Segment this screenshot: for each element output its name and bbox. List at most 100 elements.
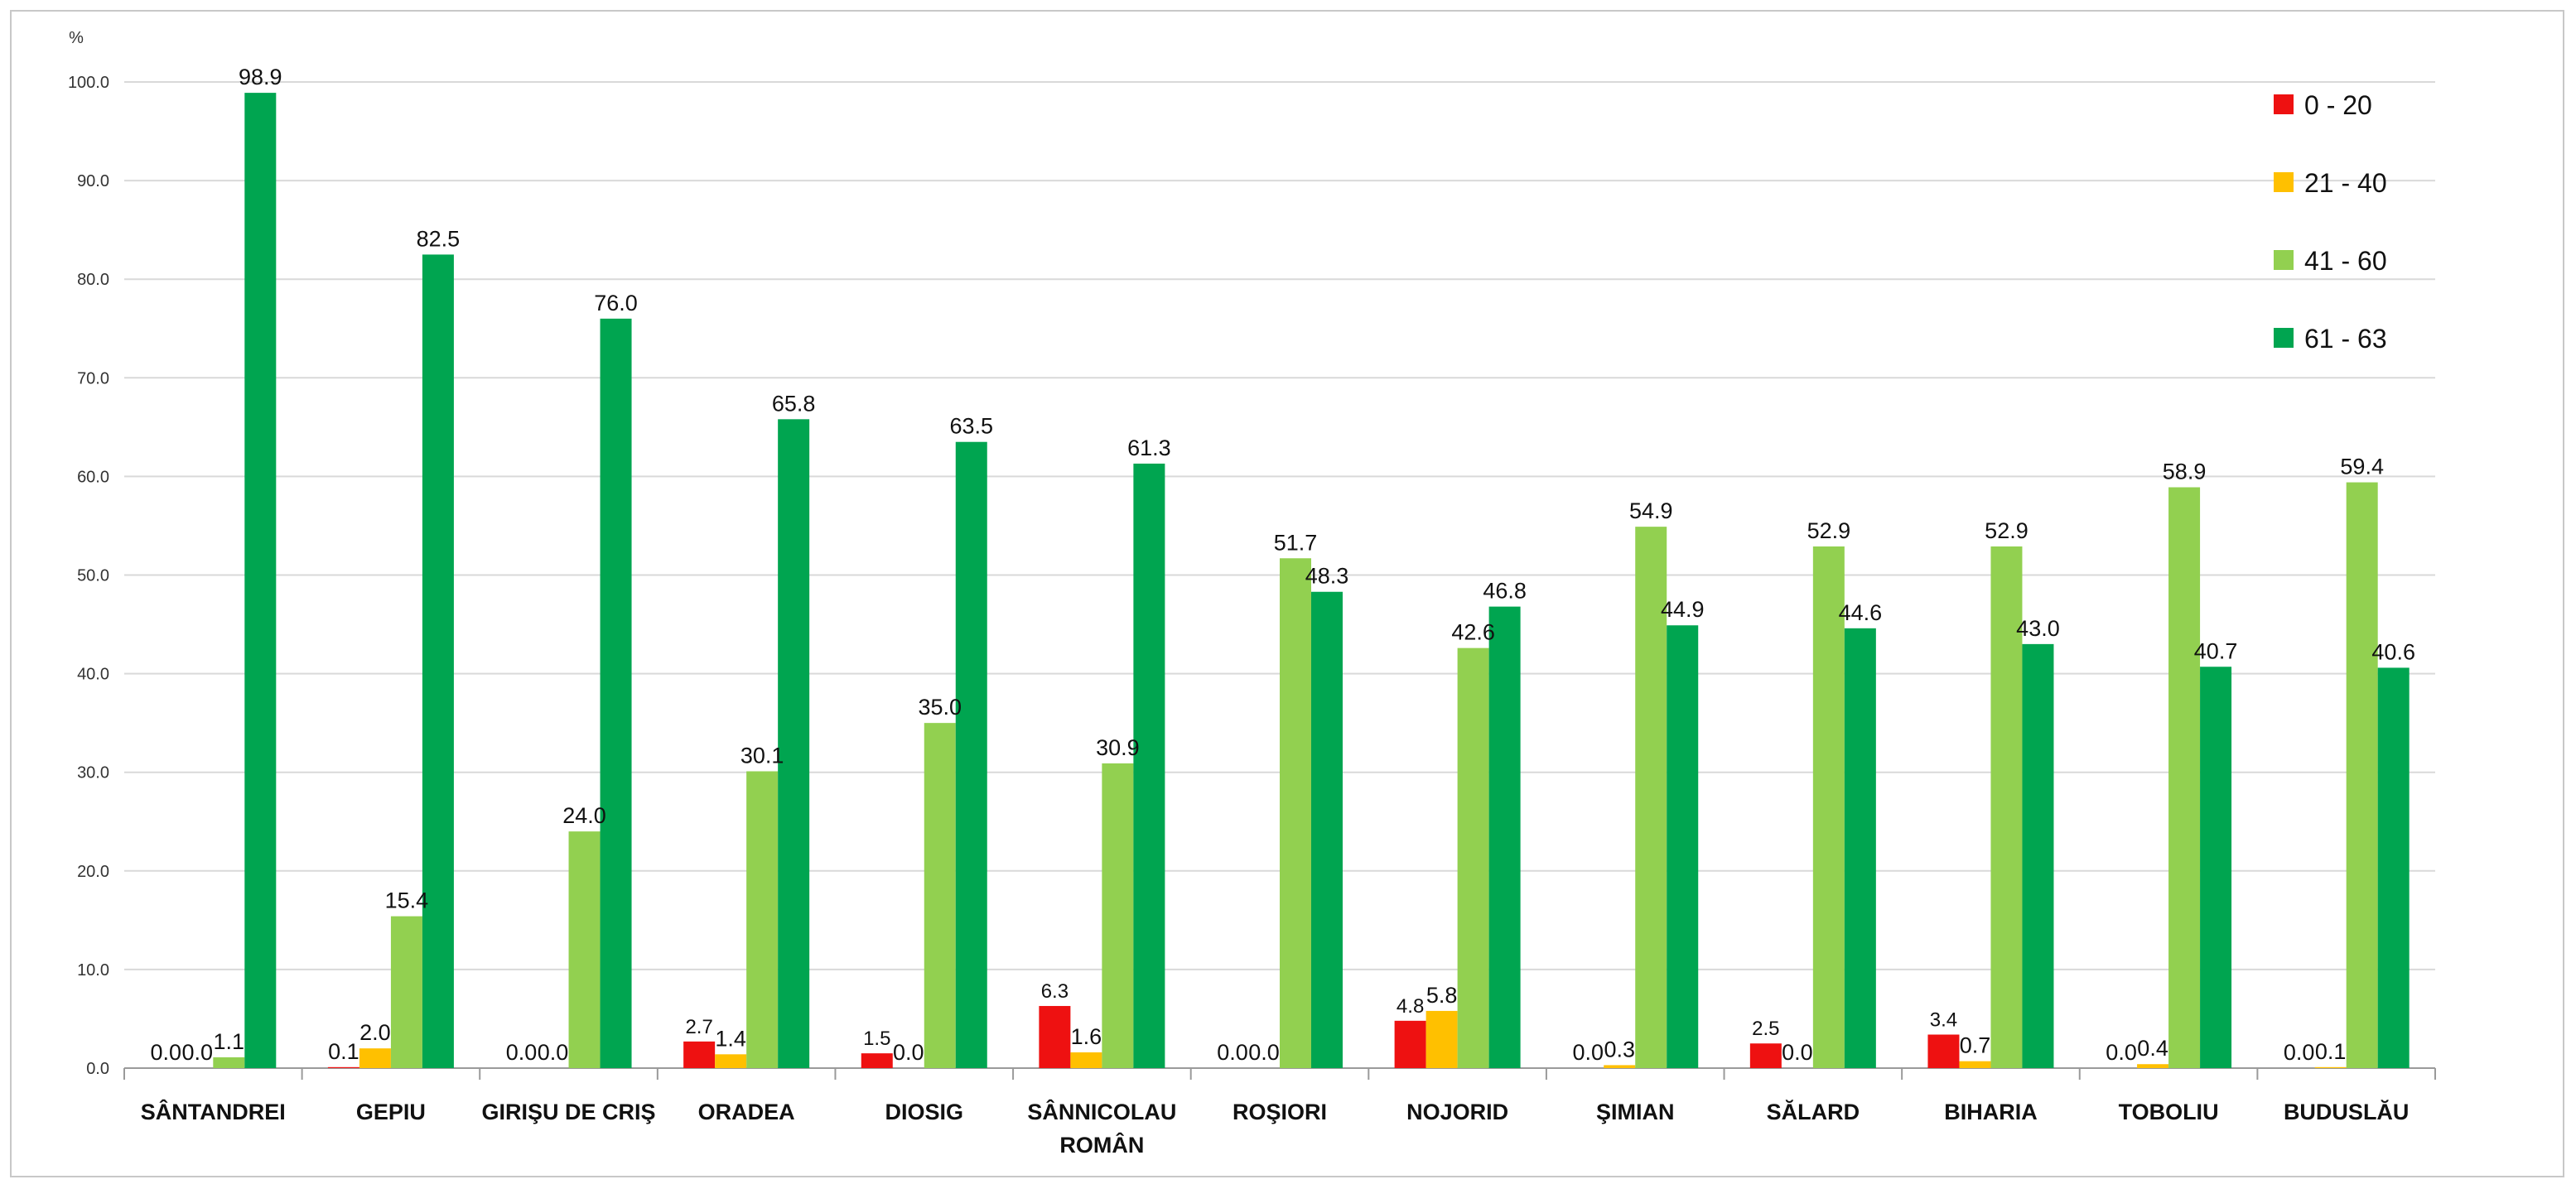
bar bbox=[1959, 1061, 1991, 1068]
bar bbox=[1311, 591, 1343, 1068]
data-label: 3.4 bbox=[1930, 1009, 1957, 1032]
data-label: 44.6 bbox=[1839, 600, 1883, 625]
data-label: 2.7 bbox=[685, 1016, 712, 1038]
data-label: 5.8 bbox=[1426, 983, 1458, 1008]
data-label: 0.0 bbox=[151, 1040, 182, 1065]
bar bbox=[2137, 1064, 2169, 1068]
data-label: 42.6 bbox=[1451, 620, 1495, 645]
y-tick-label: 90.0 bbox=[77, 172, 109, 190]
data-label: 0.7 bbox=[1960, 1033, 1991, 1058]
legend-swatch bbox=[2274, 250, 2294, 270]
category-label: TOBOLIU bbox=[2119, 1100, 2219, 1124]
legend-label: 0 - 20 bbox=[2304, 90, 2372, 120]
category-label: GEPIU bbox=[356, 1100, 426, 1124]
data-label: 46.8 bbox=[1483, 579, 1527, 604]
y-tick-label: 100.0 bbox=[68, 74, 109, 92]
category-label: SÂNNICOLAU bbox=[1027, 1099, 1176, 1124]
data-label: 52.9 bbox=[1807, 518, 1851, 543]
category-label: GIRIŞU DE CRIŞ bbox=[482, 1100, 656, 1124]
data-label: 48.3 bbox=[1305, 564, 1349, 589]
data-label: 0.0 bbox=[1248, 1040, 1280, 1065]
bar bbox=[1990, 546, 2023, 1068]
bar bbox=[2314, 1066, 2347, 1068]
bar bbox=[1927, 1034, 1960, 1068]
y-tick-label: 20.0 bbox=[77, 863, 109, 881]
category-label: SĂLARD bbox=[1767, 1099, 1860, 1124]
bar bbox=[2022, 643, 2054, 1068]
data-label: 2.0 bbox=[359, 1020, 391, 1045]
data-label: 2.5 bbox=[1752, 1018, 1779, 1040]
legend-swatch bbox=[2274, 328, 2294, 348]
x-axis: SÂNTANDREI GEPIU GIRIŞU DE CRIŞ ORADEA DIOSI… bbox=[123, 1068, 2436, 1158]
bar bbox=[359, 1048, 391, 1068]
data-label: 30.9 bbox=[1096, 735, 1140, 760]
y-axis-ticks: 0.0 10.0 20.0 30.0 40.0 50.0 60.0 70.0 80.0 90.0 1… bbox=[68, 74, 109, 1078]
data-label: 0.0 bbox=[2284, 1040, 2315, 1065]
bar bbox=[568, 831, 601, 1068]
bar bbox=[1394, 1020, 1426, 1068]
legend-label: 41 - 60 bbox=[2304, 246, 2387, 276]
legend-label: 61 - 63 bbox=[2304, 324, 2387, 354]
category-label: BIHARIA bbox=[1944, 1100, 2038, 1124]
bar bbox=[327, 1066, 359, 1068]
data-label: 0.0 bbox=[1217, 1040, 1248, 1065]
category-label: BUDUSLĂU bbox=[2284, 1099, 2410, 1124]
bar bbox=[1812, 546, 1845, 1068]
bar bbox=[1102, 763, 1134, 1068]
bar bbox=[390, 916, 422, 1068]
bar bbox=[600, 318, 632, 1069]
category-label: ŞIMIAN bbox=[1596, 1100, 1675, 1124]
legend-swatch bbox=[2274, 172, 2294, 192]
data-label: 76.0 bbox=[594, 291, 638, 315]
data-label: 65.8 bbox=[772, 391, 816, 416]
y-tick-label: 80.0 bbox=[77, 271, 109, 289]
bars bbox=[213, 93, 2410, 1069]
data-label: 51.7 bbox=[1274, 530, 1318, 555]
data-label: 1.1 bbox=[214, 1029, 245, 1054]
data-labels: 0.0 0.0 1.198.90.12.015.482.50.0 0.024.076.… bbox=[151, 65, 2415, 1065]
y-tick-label: 70.0 bbox=[77, 369, 109, 388]
category-label: DIOSIG bbox=[885, 1100, 964, 1124]
bar bbox=[213, 1057, 245, 1068]
data-label: 82.5 bbox=[417, 226, 461, 251]
bar bbox=[1457, 647, 1489, 1068]
bar bbox=[1604, 1065, 1636, 1068]
bar bbox=[2377, 667, 2410, 1068]
y-tick-label: 0.0 bbox=[86, 1060, 109, 1078]
data-label: 40.6 bbox=[2371, 639, 2415, 664]
category-label: NOJORID bbox=[1406, 1100, 1508, 1124]
data-label: 52.9 bbox=[1985, 518, 2028, 543]
y-axis-unit-label: % bbox=[69, 29, 84, 47]
bar bbox=[1635, 527, 1667, 1068]
bar bbox=[746, 771, 779, 1068]
y-tick-label: 60.0 bbox=[77, 468, 109, 486]
legend-swatch bbox=[2274, 94, 2294, 114]
data-label: 0.4 bbox=[2137, 1036, 2168, 1061]
category-label: SÂNTANDREI bbox=[141, 1099, 286, 1124]
legend-label: 21 - 40 bbox=[2304, 168, 2387, 198]
data-label: 1.5 bbox=[863, 1028, 890, 1050]
bar bbox=[1425, 1010, 1458, 1068]
bar bbox=[1039, 1005, 1071, 1068]
data-label: 61.3 bbox=[1127, 436, 1171, 460]
data-label: 0.0 bbox=[1782, 1040, 1813, 1065]
data-label: 1.4 bbox=[715, 1026, 746, 1051]
bar bbox=[1133, 463, 1165, 1068]
data-label: 43.0 bbox=[2016, 616, 2060, 641]
bar bbox=[422, 254, 454, 1068]
data-label: 0.0 bbox=[893, 1040, 924, 1065]
bar bbox=[1070, 1052, 1102, 1068]
data-label: 0.1 bbox=[328, 1039, 359, 1064]
data-label: 30.1 bbox=[740, 744, 784, 768]
data-label: 1.6 bbox=[1071, 1024, 1102, 1049]
bar bbox=[955, 441, 987, 1068]
y-tick-label: 40.0 bbox=[77, 666, 109, 684]
data-label: 0.0 bbox=[2106, 1040, 2137, 1065]
bar bbox=[924, 723, 956, 1068]
bar bbox=[2346, 482, 2378, 1068]
y-tick-label: 50.0 bbox=[77, 567, 109, 585]
data-label: 0.0 bbox=[182, 1040, 214, 1065]
data-label: 58.9 bbox=[2163, 460, 2207, 484]
bar bbox=[1749, 1043, 1782, 1068]
